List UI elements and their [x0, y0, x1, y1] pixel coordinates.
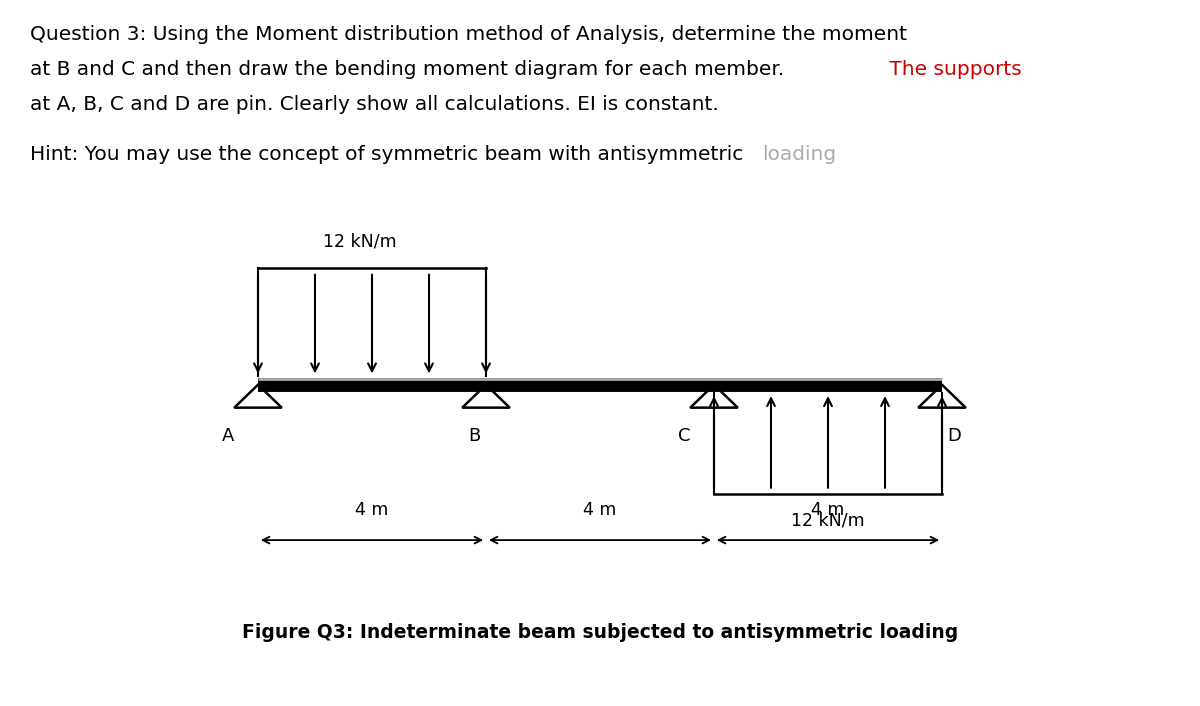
Text: 4 m: 4 m [355, 501, 389, 519]
Text: 4 m: 4 m [583, 501, 617, 519]
Text: 4 m: 4 m [811, 501, 845, 519]
Text: The supports: The supports [883, 60, 1022, 79]
Text: Figure Q3: Indeterminate beam subjected to antisymmetric loading: Figure Q3: Indeterminate beam subjected … [242, 623, 958, 642]
Text: C: C [678, 427, 690, 445]
Text: A: A [222, 427, 234, 445]
Text: loading: loading [762, 145, 836, 164]
Text: Question 3: Using the Moment distribution method of Analysis, determine the mome: Question 3: Using the Moment distributio… [30, 25, 907, 44]
Text: 12 kN/m: 12 kN/m [323, 233, 397, 251]
Text: 12 kN/m: 12 kN/m [791, 512, 865, 530]
Text: at B and C and then draw the bending moment diagram for each member.: at B and C and then draw the bending mom… [30, 60, 785, 79]
Text: Hint: You may use the concept of symmetric beam with antisymmetric: Hint: You may use the concept of symmetr… [30, 145, 750, 164]
Text: B: B [468, 427, 480, 445]
Text: at A, B, C and D are pin. Clearly show all calculations. EI is constant.: at A, B, C and D are pin. Clearly show a… [30, 95, 719, 114]
Text: D: D [947, 427, 961, 445]
